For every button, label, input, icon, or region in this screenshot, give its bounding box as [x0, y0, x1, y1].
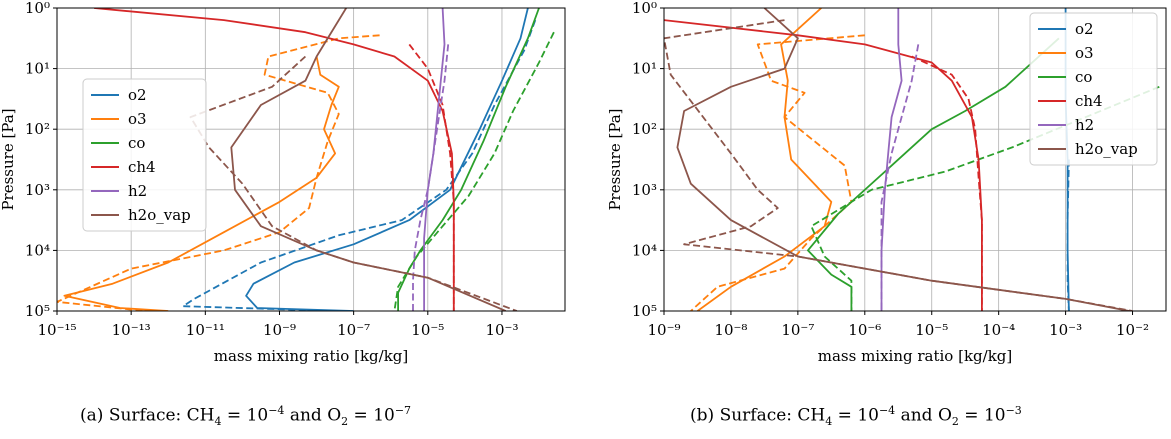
legend: o2 o3 co ch4 h2 h2o_vap [1029, 12, 1158, 166]
legend-box [1029, 12, 1158, 166]
y-tick-label: 10⁰ [25, 0, 50, 17]
x-axis-label: mass mixing ratio [kg/kg] [818, 347, 1013, 365]
series-line-co-solid [397, 8, 540, 311]
y-tick-label: 10⁵ [632, 302, 657, 320]
caption-a-sub1: 4 [214, 415, 222, 429]
caption-a-label: (a) [80, 405, 104, 426]
caption-a-and: and O [284, 405, 342, 426]
caption-a-mid2: = 10 [348, 405, 395, 426]
y-axis-label: Pressure [Pa] [606, 108, 624, 210]
x-tick-label: 10⁻¹¹ [186, 321, 225, 339]
caption-b-sup1: −4 [878, 404, 896, 417]
series-line-h2-dashed [880, 44, 920, 311]
legend-label-h2: h2 [128, 182, 147, 200]
caption-b-and: and O [895, 405, 952, 426]
series-line-o3-solid [696, 8, 833, 311]
legend-label-o2: o2 [1075, 20, 1094, 38]
plot-frame [56, 7, 566, 312]
panel-b: 10⁻⁹ 10⁻⁸ 10⁻⁷ 10⁻⁶ 10⁻⁵ 10⁻⁴ 10⁻³ 10⁻² 10⁰ 10¹ 10… [606, 0, 1167, 365]
x-tick-label: 10⁻² [1116, 321, 1149, 339]
legend-label-o3: o3 [1075, 44, 1094, 62]
x-tick-label: 10⁻⁷ [337, 321, 370, 339]
series-line-co-dashed [810, 85, 1160, 311]
caption-b: (b) Surface: CH4 = 10−4 and O2 = 10−3 [690, 404, 1022, 428]
caption-b-sub2: 2 [951, 415, 959, 429]
caption-a-mid: = 10 [221, 405, 269, 426]
plot-frame [663, 7, 1167, 312]
caption-a-sup1: −4 [268, 404, 285, 417]
y-tick-label: 10³ [632, 181, 657, 199]
x-tick-label: 10⁻⁵ [915, 321, 948, 339]
caption-a-prefix: Surface: CH [108, 405, 215, 426]
y-tick-label: 10⁴ [632, 241, 657, 259]
y-tick-label: 10⁵ [25, 302, 50, 320]
caption-a-sup2: −7 [394, 404, 412, 417]
x-tick-label: 10⁻⁹ [647, 321, 680, 339]
legend-label-co: co [1075, 68, 1092, 86]
x-tick-label: 10⁻⁵ [411, 321, 444, 339]
x-tick-label: 10⁻³ [1049, 321, 1082, 339]
series-line-co-solid [807, 37, 1060, 311]
legend-label-o3: o3 [128, 110, 147, 128]
legend-label-o2: o2 [128, 86, 147, 104]
series-line-ch4-dashed [408, 43, 455, 311]
panel-a: 10⁻¹⁵ 10⁻¹³ 10⁻¹¹ 10⁻⁹ 10⁻⁷ 10⁻⁵ 10⁻³ 10⁰ 10¹ 10²… [0, 0, 566, 365]
series-line-o3-dashed [690, 34, 865, 311]
series-line-h2o_vap-dashed [189, 55, 518, 311]
caption-a: (a) Surface: CH4 = 10−4 and O2 = 10−7 [80, 404, 411, 428]
series-line-o2-dashed [182, 19, 537, 311]
series-line-o3-dashed [57, 34, 380, 311]
x-tick-label: 10⁻⁷ [781, 321, 814, 339]
x-tick-label: 10⁻⁴ [982, 321, 1015, 339]
series-line-ch4-solid [664, 19, 983, 311]
x-tick-label: 10⁻¹³ [112, 321, 151, 339]
y-tick-label: 10² [25, 120, 50, 138]
y-tick-label: 10² [632, 120, 657, 138]
legend-box [82, 78, 207, 232]
y-tick-label: 10⁰ [632, 0, 657, 17]
x-tick-label: 10⁻⁶ [848, 321, 881, 339]
series-line-o2-solid [245, 8, 529, 311]
legend-label-ch4: ch4 [1075, 92, 1103, 110]
y-tick-label: 10¹ [25, 60, 50, 78]
series-line-h2o_vap-dashed [664, 19, 1133, 311]
caption-b-label: (b) [690, 405, 715, 426]
caption-b-mid2: = 10 [958, 405, 1006, 426]
caption-b-prefix: Surface: CH [719, 405, 826, 426]
caption-b-mid: = 10 [832, 405, 879, 426]
caption-b-sub1: 4 [825, 415, 833, 429]
series-line-co-dashed [393, 31, 555, 311]
series-line-o3-solid [63, 56, 340, 311]
legend-label-h2: h2 [1075, 116, 1094, 134]
x-axis-label: mass mixing ratio [kg/kg] [214, 347, 409, 365]
series-line-ch4-dashed [911, 55, 983, 311]
legend-label-h2o_vap: h2o_vap [1075, 140, 1138, 158]
series-line-h2-solid [423, 8, 446, 311]
legend-label-co: co [128, 134, 145, 152]
caption-a-sub2: 2 [341, 415, 349, 429]
series-line-h2-dashed [412, 44, 450, 311]
x-tick-label: 10⁻⁸ [714, 321, 747, 339]
x-tick-label: 10⁻¹⁵ [37, 321, 76, 339]
y-tick-label: 10¹ [632, 60, 657, 78]
x-tick-label: 10⁻³ [485, 321, 518, 339]
legend-label-h2o_vap: h2o_vap [128, 206, 191, 224]
x-tick-label: 10⁻⁹ [263, 321, 296, 339]
caption-b-sup2: −3 [1005, 404, 1022, 417]
y-axis-label: Pressure [Pa] [0, 108, 17, 210]
y-tick-label: 10⁴ [25, 241, 50, 259]
legend-label-ch4: ch4 [128, 158, 156, 176]
series-line-o2-dashed [1066, 159, 1070, 311]
legend: o2 o3 co ch4 h2 h2o_vap [82, 78, 207, 232]
series-group [57, 8, 555, 311]
y-tick-label: 10³ [25, 181, 50, 199]
